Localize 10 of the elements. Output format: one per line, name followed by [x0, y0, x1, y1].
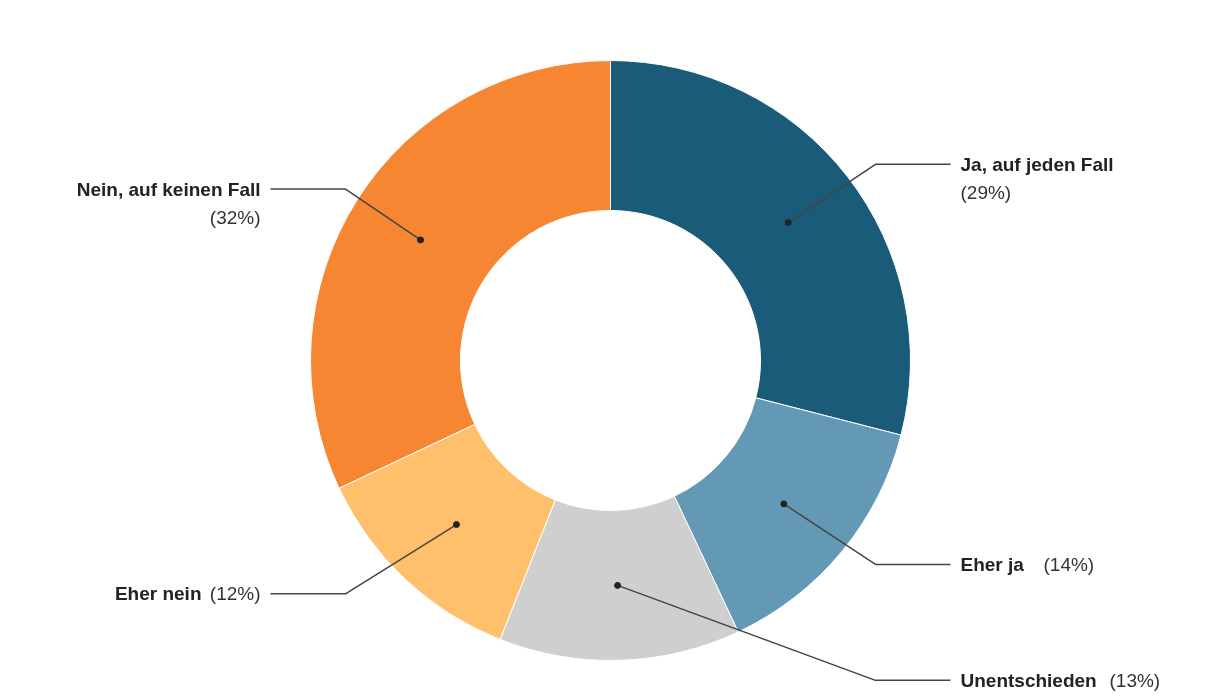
data-label: (29%)	[960, 181, 1012, 203]
slice-label: Ja, auf jeden Fall	[960, 153, 1114, 175]
slice-label: Eher nein	[114, 583, 202, 605]
data-label: (14%)	[1043, 553, 1095, 575]
slice-label: Unentschieden	[960, 669, 1097, 691]
slice-label: Nein, auf keinen Fall	[76, 178, 261, 200]
slice-label: Eher ja	[960, 553, 1025, 575]
data-label: (32%)	[209, 206, 261, 228]
data-label: (13%)	[1109, 669, 1161, 691]
data-label: (12%)	[209, 583, 261, 605]
